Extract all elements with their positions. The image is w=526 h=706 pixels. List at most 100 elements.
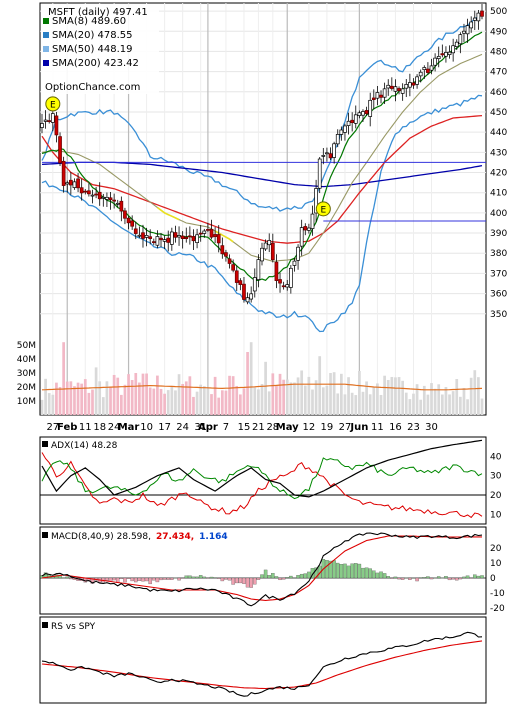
macd-histogram-bar <box>296 575 300 579</box>
volume-bar <box>69 381 73 415</box>
volume-bar <box>386 380 390 415</box>
macd-histogram-bar <box>216 577 221 579</box>
adx-lines <box>41 439 483 519</box>
candle-body <box>166 237 171 243</box>
price-panel: EE 3503603703803904004104204304404504604… <box>17 2 507 433</box>
volume-bar <box>177 374 181 415</box>
volume-bar <box>235 385 239 415</box>
volume-bar <box>275 385 278 415</box>
volume-bar <box>267 391 271 415</box>
volume-bar <box>91 389 94 415</box>
macd-histogram-bar <box>436 576 441 579</box>
candle-body <box>69 179 73 186</box>
volume-bar <box>383 375 386 415</box>
candle-body <box>343 125 347 133</box>
macd-histogram-bar <box>372 570 376 579</box>
macd-histogram-bar <box>112 577 116 581</box>
volume-bar <box>257 389 260 415</box>
candle-body <box>285 284 290 288</box>
volume-bar <box>145 373 148 415</box>
candle-body <box>328 153 333 159</box>
macd-histogram-bar <box>415 577 419 582</box>
macd-histogram-bar <box>451 577 455 580</box>
volume-bar <box>44 378 47 415</box>
candle-body <box>458 34 463 45</box>
candle-body <box>472 17 477 21</box>
macd-histogram-bar <box>299 573 304 579</box>
volume-bar <box>379 394 383 415</box>
price-tick-label: 450 <box>490 108 507 118</box>
candle-body <box>375 92 380 99</box>
candle-body <box>123 210 127 219</box>
volume-bar <box>80 383 84 415</box>
macd-histogram-bar <box>137 577 142 582</box>
volume-bar <box>65 381 69 415</box>
macd-histogram-bar <box>418 577 423 579</box>
volume-bar <box>152 388 156 415</box>
volume-bar <box>376 383 379 415</box>
volume-bar <box>350 392 354 415</box>
volume-bar <box>358 371 361 415</box>
candle-body <box>436 56 441 59</box>
volume-bar <box>127 374 130 415</box>
candle-body <box>289 267 293 288</box>
candle-body <box>278 279 282 284</box>
macd-histogram-bar <box>444 576 448 579</box>
candle-body <box>47 120 52 122</box>
candle-body <box>317 158 322 189</box>
macd-histogram-bar <box>170 577 174 580</box>
candle-body <box>119 200 124 212</box>
candle-body <box>151 241 156 243</box>
macd-histogram-bar <box>339 564 344 579</box>
price-tick-label: 380 <box>490 249 507 259</box>
rs-lines <box>41 631 483 697</box>
candle-body <box>386 84 391 89</box>
candle-body <box>382 88 387 98</box>
candle-body <box>411 82 416 86</box>
candle-body <box>346 120 351 126</box>
macd-histogram-bar <box>278 577 282 581</box>
volume-bar <box>293 382 296 415</box>
price-y-axis: 350 360 370 380 390 400 410 420 430 440 450 460 470 4… <box>490 7 507 320</box>
volume-bar <box>271 373 275 415</box>
macd-histogram-bar <box>134 577 138 583</box>
macd-histogram-bar <box>126 577 131 579</box>
volume-bar <box>210 394 213 415</box>
candle-body <box>227 258 232 264</box>
price-tick-label: 410 <box>490 189 507 199</box>
candle-body <box>447 51 452 55</box>
earnings-marker <box>45 96 61 112</box>
macd-signal-line <box>41 535 482 602</box>
candle-body <box>393 86 398 92</box>
candle-body <box>307 227 311 231</box>
macd-histogram-bar <box>108 577 113 582</box>
volume-bar <box>303 385 307 415</box>
macd-histogram-bar <box>209 576 214 579</box>
macd-histogram-bar <box>123 577 127 583</box>
volume-tick-label: 40M <box>17 355 36 365</box>
candle-body <box>137 234 142 237</box>
volume-bar <box>469 377 473 415</box>
macd-histogram-bar <box>65 576 69 579</box>
candle-body <box>252 277 257 292</box>
volume-bar <box>390 376 394 415</box>
candle-body <box>242 283 246 300</box>
candle-body <box>422 67 427 71</box>
legend-swatch <box>43 18 49 24</box>
macd-histogram-bar <box>238 577 243 584</box>
candle-body <box>159 237 163 241</box>
macd-histogram-bar <box>289 575 293 579</box>
macd-histogram-bar <box>281 577 286 580</box>
volume-bar <box>354 395 358 415</box>
candle-body <box>357 112 362 116</box>
macd-histogram-bar <box>162 577 167 580</box>
volume-bar <box>40 399 44 415</box>
macd-histogram-bar <box>292 577 297 579</box>
bollinger-upper-band <box>41 14 483 212</box>
candle-body <box>480 10 484 17</box>
volume-bar <box>404 392 408 415</box>
macd-histogram-bar <box>173 577 178 579</box>
volume-bar <box>105 381 109 415</box>
macd-histogram-bar <box>260 574 264 579</box>
macd-histogram-bar <box>180 577 185 579</box>
